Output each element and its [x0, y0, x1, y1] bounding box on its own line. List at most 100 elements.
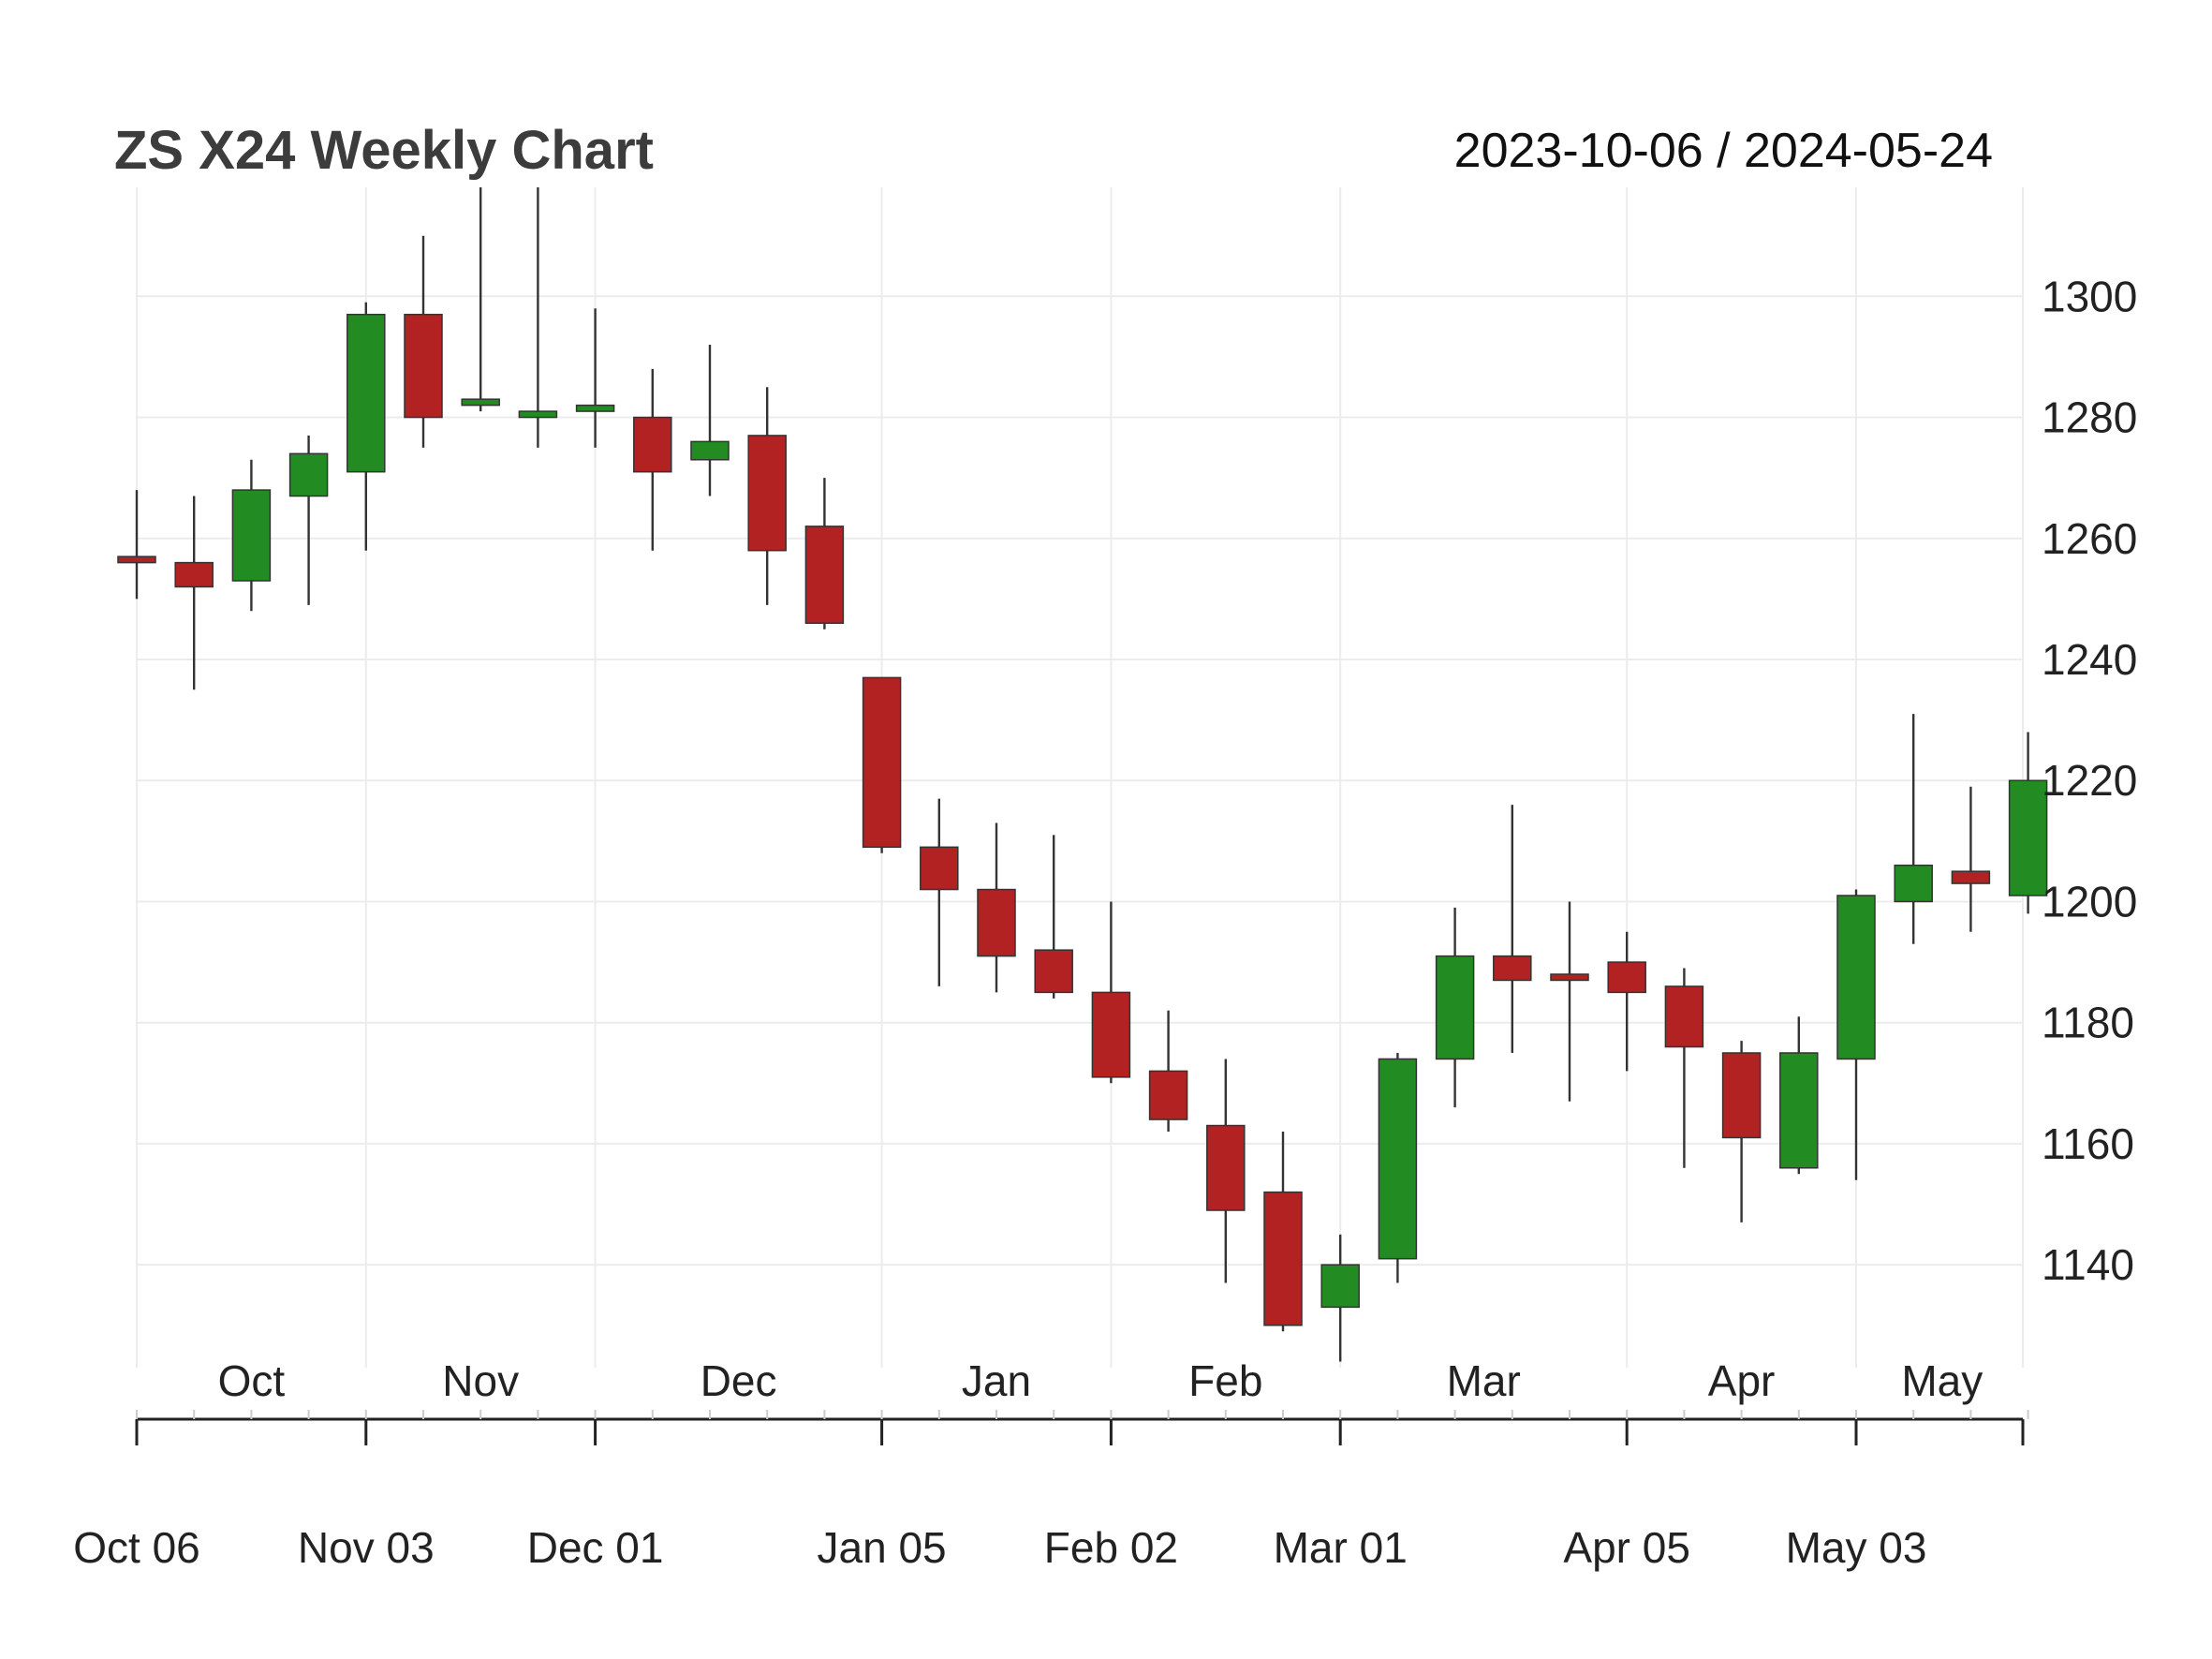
- y-tick-label: 1160: [2042, 1119, 2134, 1168]
- x-date-label: Dec 01: [527, 1523, 664, 1572]
- candle-body-down: [633, 416, 672, 473]
- month-label: Jan: [962, 1356, 1031, 1405]
- candle-body-down: [1607, 961, 1646, 994]
- candle: [1091, 901, 1131, 1084]
- y-axis: 1140 1160 1180 1200 1220 1240 1260 1280 1300: [2042, 272, 2137, 1289]
- y-tick-label: 1300: [2042, 272, 2137, 320]
- candle: [1721, 1041, 1762, 1222]
- month-label: Feb: [1188, 1356, 1262, 1405]
- x-date-label: Jan 05: [818, 1523, 947, 1572]
- candle-body-up: [231, 489, 272, 582]
- candle-body-up: [575, 404, 615, 412]
- candle: [117, 490, 156, 600]
- candle-body-up: [1894, 864, 1933, 903]
- candle: [518, 187, 558, 448]
- candle: [862, 676, 902, 853]
- candle-body-down: [1951, 870, 1991, 884]
- y-tick-label: 1240: [2042, 635, 2137, 684]
- candle-body-down: [1263, 1191, 1303, 1326]
- candle-body-down: [804, 526, 845, 624]
- x-date-label: May 03: [1786, 1523, 1927, 1572]
- candle: [1034, 835, 1073, 999]
- candle-body-up: [1836, 895, 1876, 1060]
- candle: [347, 302, 386, 551]
- x-axis: Oct 06 Nov 03 Dec 01 Jan 05 Feb 02 Mar 01 Apr …: [73, 1410, 2029, 1572]
- candle-body-up: [1435, 955, 1475, 1060]
- candle: [461, 187, 500, 412]
- candle-body-up: [461, 398, 500, 407]
- candle-body-down: [1148, 1070, 1188, 1120]
- month-label: Mar: [1447, 1356, 1521, 1405]
- y-tick-label: 1280: [2042, 393, 2137, 442]
- candle: [174, 496, 214, 690]
- candle: [1894, 714, 1933, 944]
- month-label: May: [1901, 1356, 1983, 1405]
- month-labels: Oct Nov Dec Jan Feb Mar Apr May: [218, 1356, 1983, 1405]
- x-date-label: Mar 01: [1274, 1523, 1408, 1572]
- candle: [1378, 1053, 1418, 1283]
- candle-body-down: [404, 313, 443, 419]
- candle: [1664, 968, 1704, 1168]
- candle-body-down: [174, 561, 214, 588]
- chart-title: ZS X24 Weekly Chart: [114, 120, 654, 181]
- candle: [747, 387, 787, 605]
- y-tick-label: 1140: [2042, 1240, 2134, 1289]
- candle-body-down: [117, 555, 156, 564]
- candle: [690, 345, 730, 496]
- x-date-label: Apr 05: [1563, 1523, 1690, 1572]
- candle-body-down: [1493, 955, 1532, 982]
- candle: [288, 435, 329, 605]
- candle-body-up: [690, 440, 730, 461]
- candle: [1435, 907, 1475, 1108]
- x-date-label: Nov 03: [298, 1523, 435, 1572]
- y-tick-label: 1220: [2042, 756, 2137, 805]
- candle: [1607, 931, 1646, 1072]
- x-date-label: Feb 02: [1044, 1523, 1178, 1572]
- candle: [1836, 889, 1876, 1180]
- x-date-label: Oct 06: [73, 1523, 200, 1572]
- candle-body-up: [1378, 1058, 1418, 1260]
- candle: [804, 478, 845, 630]
- candle: [575, 308, 615, 448]
- candle-body-up: [1320, 1264, 1360, 1309]
- month-label: Dec: [700, 1356, 777, 1405]
- candle-body-down: [1091, 991, 1131, 1078]
- candle-body-down: [862, 676, 902, 849]
- candle-body-down: [920, 846, 959, 891]
- candle: [231, 459, 272, 612]
- candle: [977, 822, 1016, 993]
- month-label: Oct: [218, 1356, 286, 1405]
- candle-body-up: [347, 313, 386, 473]
- candle: [920, 798, 959, 986]
- y-tick-label: 1260: [2042, 514, 2137, 563]
- candle: [1493, 805, 1532, 1053]
- month-label: Apr: [1708, 1356, 1776, 1405]
- y-tick-label: 1180: [2042, 999, 2134, 1047]
- candle-body-up: [2008, 779, 2048, 896]
- candle: [404, 235, 443, 448]
- candle-body-up: [1779, 1052, 1819, 1169]
- candle-body-down: [1206, 1124, 1246, 1211]
- candle: [1206, 1059, 1246, 1283]
- candle-body-up: [518, 410, 558, 419]
- candle-body-down: [977, 888, 1016, 957]
- candle: [2008, 732, 2048, 914]
- candle: [1320, 1234, 1360, 1362]
- candle: [633, 368, 672, 551]
- candles-layer: [117, 187, 2048, 1362]
- y-tick-label: 1200: [2042, 877, 2137, 926]
- candle: [1148, 1010, 1188, 1132]
- candle-body-down: [1721, 1052, 1762, 1139]
- candle: [1951, 786, 1991, 932]
- candle: [1550, 901, 1589, 1102]
- date-range-label: 2023-10-06 / 2024-05-24: [1454, 124, 1993, 178]
- candle: [1779, 1016, 1819, 1175]
- candle: [1263, 1132, 1303, 1332]
- candle-body-up: [288, 452, 329, 497]
- candle-body-down: [1034, 949, 1073, 994]
- candle-body-down: [747, 435, 787, 552]
- candle-body-down: [1550, 973, 1589, 982]
- candle-body-down: [1664, 985, 1704, 1048]
- month-label: Nov: [442, 1356, 519, 1405]
